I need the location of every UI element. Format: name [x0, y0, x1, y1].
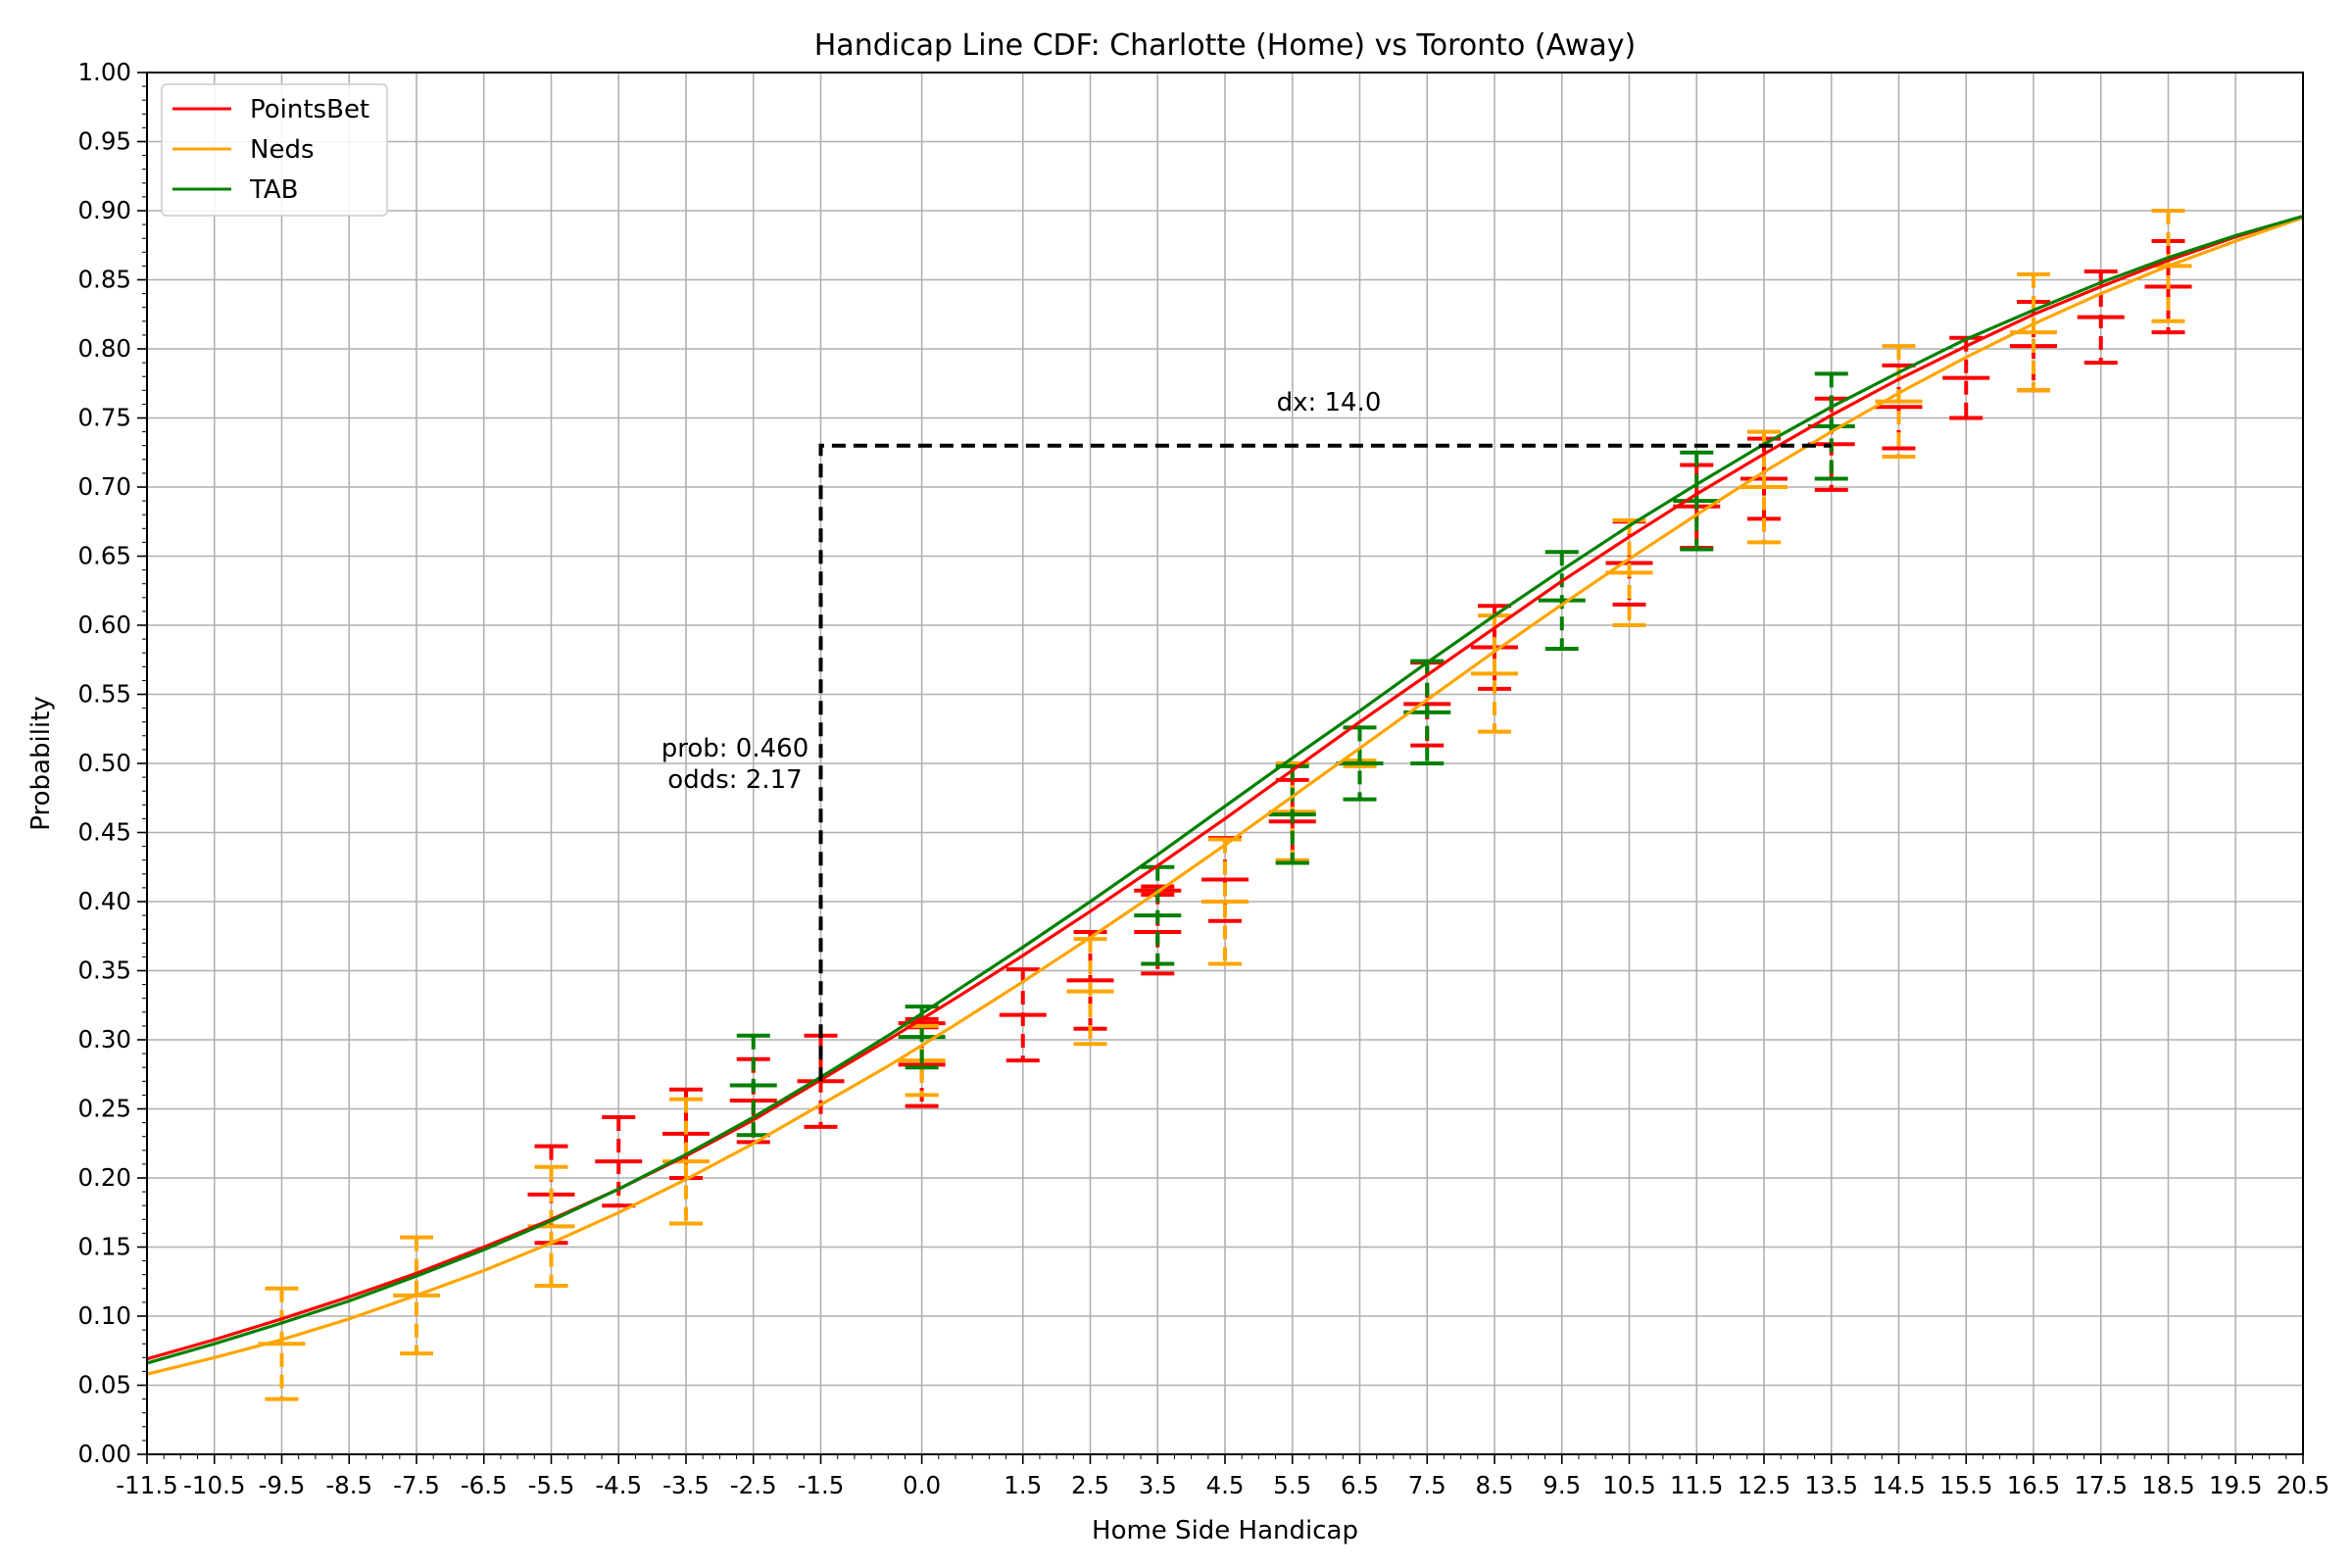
y-tick-label: 0.20 — [77, 1163, 131, 1192]
legend-label-neds: Neds — [250, 135, 315, 165]
legend: PointsBet Neds TAB — [161, 83, 388, 217]
x-tick-label: -2.5 — [730, 1471, 777, 1499]
chart-title: Handicap Line CDF: Charlotte (Home) vs T… — [814, 28, 1636, 63]
x-tick-label: -8.5 — [325, 1471, 372, 1499]
x-tick-label: -6.5 — [461, 1471, 508, 1499]
y-tick-label: 0.30 — [77, 1025, 131, 1054]
x-tick-label: -5.5 — [528, 1471, 575, 1499]
y-tick-label: 0.95 — [77, 127, 131, 156]
odds-annotation: odds: 2.17 — [667, 765, 802, 795]
legend-box — [161, 83, 388, 217]
y-tick-label: 0.25 — [77, 1095, 131, 1123]
x-tick-label: 15.5 — [1939, 1471, 1993, 1499]
y-tick-label: 0.40 — [77, 887, 131, 915]
x-tick-label: 14.5 — [1872, 1471, 1926, 1499]
cdf-curves — [146, 215, 2304, 1376]
x-tick-label: 17.5 — [2074, 1471, 2128, 1499]
x-tick-label: -9.5 — [259, 1471, 306, 1499]
x-tick-label: -11.5 — [116, 1471, 177, 1499]
y-axis-ticks: 0.00 0.05 0.10 0.15 0.20 0.25 0.30 0.35 0.40 0.45… — [77, 58, 147, 1468]
x-tick-label: -1.5 — [798, 1471, 845, 1499]
y-tick-label: 0.50 — [77, 749, 131, 777]
y-tick-label: 0.10 — [77, 1301, 131, 1330]
dx-annotation: dx: 14.0 — [1277, 388, 1382, 417]
x-axis-label: Home Side Handicap — [1092, 1516, 1358, 1545]
cdf-curve-tab — [146, 215, 2304, 1365]
y-tick-label: 0.05 — [77, 1371, 131, 1399]
y-tick-label: 0.65 — [77, 542, 131, 570]
y-tick-label: 0.00 — [77, 1440, 131, 1468]
x-tick-label: 20.5 — [2277, 1471, 2330, 1499]
y-tick-label: 0.15 — [77, 1233, 131, 1261]
grid-lines — [146, 72, 2304, 1455]
x-tick-label: 4.5 — [1206, 1471, 1245, 1499]
cdf-curve-pointsbet — [146, 215, 2304, 1361]
y-tick-label: 1.00 — [77, 58, 131, 86]
x-tick-label: -10.5 — [183, 1471, 245, 1499]
dashed-guide-path — [818, 443, 1832, 1082]
x-tick-label: 12.5 — [1738, 1471, 1791, 1499]
legend-label-pointsbet: PointsBet — [250, 95, 369, 124]
y-tick-label: 0.35 — [77, 956, 131, 985]
y-tick-label: 0.60 — [77, 611, 131, 639]
x-tick-label: 1.5 — [1004, 1471, 1042, 1499]
guide-line — [818, 443, 1832, 1082]
y-tick-label: 0.80 — [77, 334, 131, 363]
y-tick-label: 0.75 — [77, 404, 131, 432]
y-axis-label: Probability — [26, 696, 56, 830]
x-tick-label: 2.5 — [1071, 1471, 1109, 1499]
y-tick-label: 0.90 — [77, 196, 131, 224]
x-axis-ticks: -11.5 -10.5 -9.5 -8.5 -7.5 -6.5 -5.5 -4.5 -3.5 -2… — [116, 1454, 2329, 1499]
legend-label-tab: TAB — [249, 175, 299, 205]
y-tick-label: 0.85 — [77, 266, 131, 294]
cdf-curve-neds — [146, 216, 2304, 1376]
x-tick-label: 7.5 — [1408, 1471, 1446, 1499]
x-tick-label: -4.5 — [595, 1471, 642, 1499]
x-tick-label: 19.5 — [2209, 1471, 2263, 1499]
x-tick-label: 10.5 — [1602, 1471, 1656, 1499]
x-tick-label: 0.0 — [903, 1471, 941, 1499]
x-tick-label: 5.5 — [1273, 1471, 1311, 1499]
x-tick-label: -7.5 — [393, 1471, 440, 1499]
y-tick-label: 0.70 — [77, 472, 131, 501]
x-tick-label: -3.5 — [662, 1471, 710, 1499]
x-tick-label: 11.5 — [1670, 1471, 1724, 1499]
prob-annotation: prob: 0.460 — [662, 734, 809, 763]
y-tick-label: 0.45 — [77, 818, 131, 847]
x-tick-label: 16.5 — [2007, 1471, 2061, 1499]
x-tick-label: 9.5 — [1543, 1471, 1581, 1499]
x-tick-label: 18.5 — [2141, 1471, 2195, 1499]
x-tick-label: 13.5 — [1804, 1471, 1858, 1499]
y-tick-label: 0.55 — [77, 680, 131, 709]
x-tick-label: 6.5 — [1341, 1471, 1379, 1499]
x-tick-label: 8.5 — [1476, 1471, 1514, 1499]
x-tick-label: 3.5 — [1139, 1471, 1177, 1499]
